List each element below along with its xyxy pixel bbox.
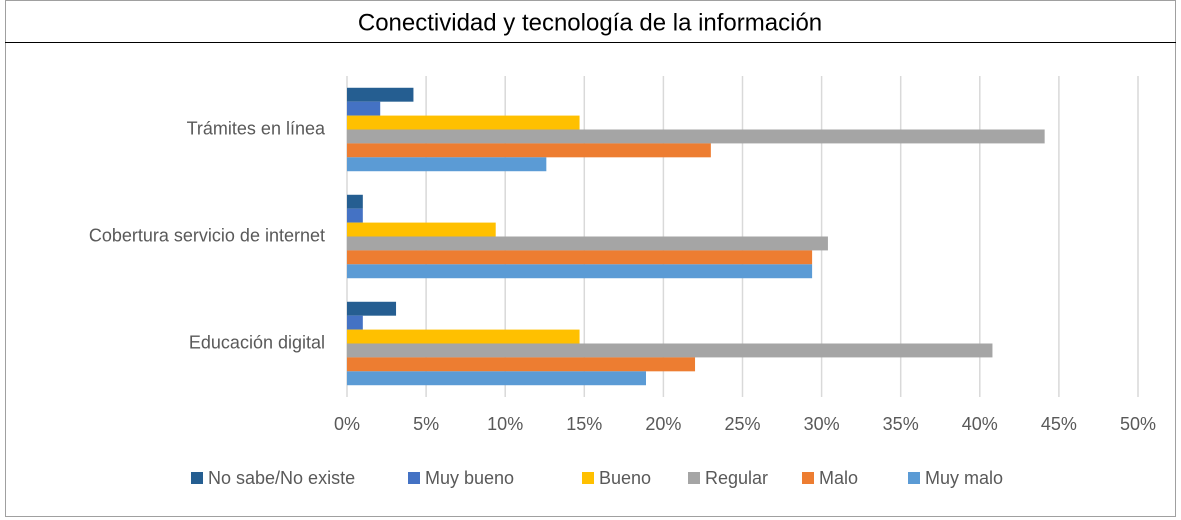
bar	[347, 101, 381, 116]
chart-frame	[5, 0, 1176, 517]
x-tick-label: 20%	[645, 414, 681, 434]
x-tick-label: 30%	[804, 414, 840, 434]
bar	[347, 129, 1045, 144]
legend-swatch	[688, 472, 700, 484]
legend-swatch	[908, 472, 920, 484]
legend-swatch	[408, 472, 420, 484]
chart-title: Conectividad y tecnología de la informac…	[358, 9, 822, 36]
bar	[347, 264, 813, 279]
bar	[347, 194, 363, 209]
bar	[347, 236, 828, 251]
y-tick-label: Trámites en línea	[187, 118, 326, 138]
legend-label: No sabe/No existe	[208, 468, 355, 488]
x-tick-label: 25%	[724, 414, 760, 434]
bar	[347, 357, 696, 372]
y-tick-label: Educación digital	[189, 332, 325, 352]
x-tick-label: 15%	[566, 414, 602, 434]
legend-swatch	[582, 472, 594, 484]
legend-label: Malo	[819, 468, 858, 488]
legend-label: Bueno	[599, 468, 651, 488]
bar	[347, 208, 363, 223]
bar	[347, 143, 711, 158]
x-tick-label: 5%	[413, 414, 439, 434]
x-tick-label: 10%	[487, 414, 523, 434]
bar	[347, 371, 646, 386]
bar	[347, 222, 496, 237]
bar	[347, 343, 993, 358]
bar	[347, 315, 363, 330]
bar	[347, 115, 580, 130]
x-tick-label: 40%	[962, 414, 998, 434]
legend-label: Regular	[705, 468, 768, 488]
x-tick-label: 50%	[1120, 414, 1156, 434]
bar	[347, 157, 547, 172]
legend-label: Muy malo	[925, 468, 1003, 488]
bar	[347, 301, 397, 316]
x-tick-label: 45%	[1041, 414, 1077, 434]
bar	[347, 329, 580, 344]
bar	[347, 87, 414, 102]
x-tick-label: 0%	[334, 414, 360, 434]
legend-swatch	[802, 472, 814, 484]
bar	[347, 250, 813, 265]
legend-label: Muy bueno	[425, 468, 514, 488]
y-tick-label: Cobertura servicio de internet	[89, 225, 325, 245]
legend-swatch	[191, 472, 203, 484]
x-tick-label: 35%	[883, 414, 919, 434]
